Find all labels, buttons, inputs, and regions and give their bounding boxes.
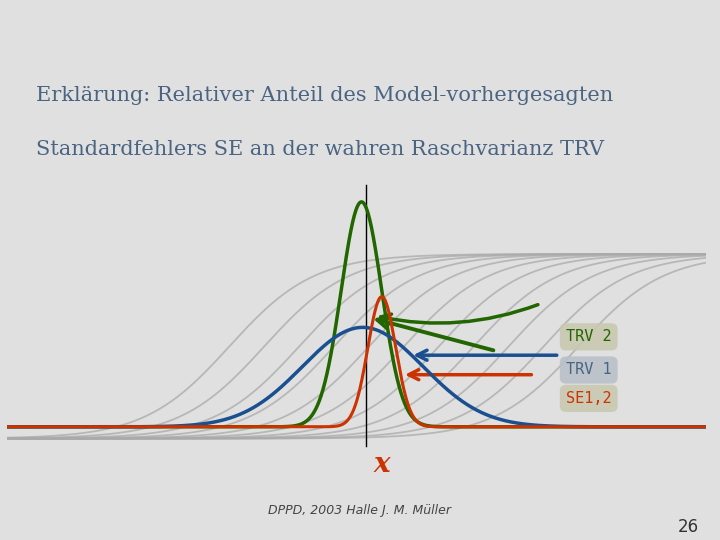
Text: 26: 26 [678, 517, 698, 536]
Text: x: x [374, 451, 390, 478]
Text: Standardfehlers SE an der wahren Raschvarianz TRV: Standardfehlers SE an der wahren Raschva… [36, 140, 604, 159]
Text: SE1,2: SE1,2 [566, 391, 611, 406]
Text: TRV 1: TRV 1 [566, 362, 611, 377]
Text: Erklärung: Relativer Anteil des Model-vorhergesagten: Erklärung: Relativer Anteil des Model-vo… [36, 86, 613, 105]
Text: TRV 2: TRV 2 [566, 329, 611, 345]
Text: DPPD, 2003 Halle J. M. Müller: DPPD, 2003 Halle J. M. Müller [269, 504, 451, 517]
